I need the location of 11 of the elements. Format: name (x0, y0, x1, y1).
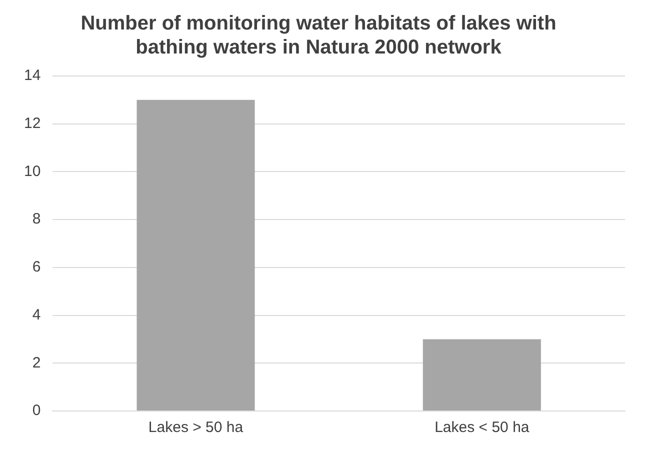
y-tick-label: 6 (32, 258, 41, 276)
y-tick-label: 4 (32, 306, 41, 324)
chart-title: Number of monitoring water habitats of lakes with bathing waters in Natura 2000 network (80, 12, 556, 59)
y-tick-label: 12 (24, 115, 41, 132)
y-tick-label: 2 (32, 354, 41, 372)
y-tick-label: 14 (24, 67, 41, 84)
x-tick-label: Lakes > 50 ha (148, 419, 244, 436)
y-tick-label: 8 (32, 210, 41, 228)
x-tick-label: Lakes < 50 ha (434, 419, 530, 436)
y-tick-label: 10 (24, 162, 41, 180)
y-tick-label: 0 (32, 402, 41, 420)
